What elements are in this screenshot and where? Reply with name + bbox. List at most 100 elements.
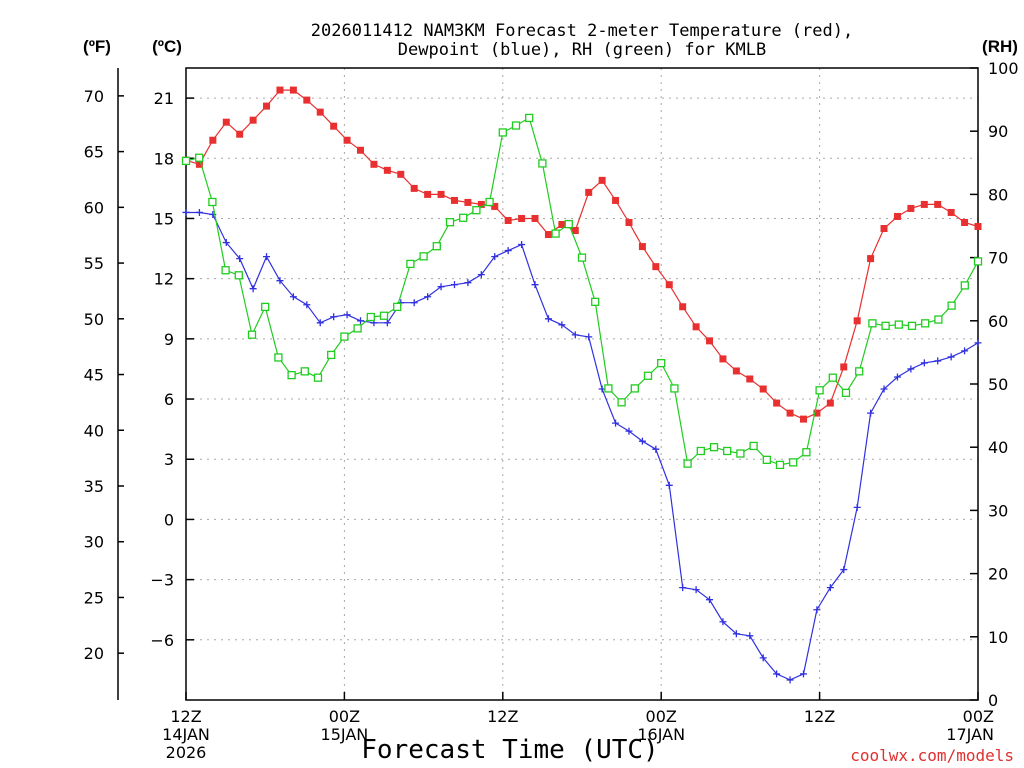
chart-title-line-2: Dewpoint (blue), RH (green) for KMLB bbox=[398, 40, 766, 60]
rh-line bbox=[185, 116, 979, 466]
dewpoint-point bbox=[249, 285, 257, 293]
dewpoint-point bbox=[303, 301, 311, 309]
rh-point bbox=[432, 242, 441, 251]
fahrenheit-unit-label: (ºF) bbox=[83, 37, 111, 56]
celsius-tick-label: 21 bbox=[154, 89, 174, 108]
temperature-point bbox=[786, 409, 794, 417]
rh-point bbox=[736, 449, 745, 458]
x-tick-label-time: 12Z bbox=[487, 707, 518, 726]
dewpoint-point bbox=[518, 241, 526, 249]
rh-point bbox=[459, 213, 468, 222]
celsius-tick-label: −6 bbox=[150, 631, 174, 650]
dewpoint-point bbox=[961, 347, 969, 355]
temperature-point bbox=[343, 136, 351, 144]
dewpoint-point bbox=[920, 359, 928, 367]
rh-point bbox=[379, 311, 389, 320]
dewpoint-point bbox=[195, 208, 203, 216]
rh-point bbox=[709, 443, 719, 452]
dewpoint-point bbox=[638, 437, 646, 445]
dewpoint-point bbox=[571, 331, 579, 339]
rh-point bbox=[907, 321, 917, 331]
dewpoint-point bbox=[343, 311, 351, 319]
rh-tick-label: 70 bbox=[988, 249, 1008, 268]
x-tick-label-date: 17JAN bbox=[946, 725, 994, 744]
temperature-point bbox=[893, 212, 901, 220]
grid-lines bbox=[186, 68, 978, 700]
temperature-point bbox=[195, 160, 203, 168]
rh-point bbox=[445, 218, 455, 227]
temperature-point bbox=[558, 220, 566, 228]
dewpoint-point bbox=[773, 670, 781, 678]
rh-point bbox=[261, 302, 270, 312]
rh-unit-label: (RH) bbox=[982, 37, 1018, 56]
dewpoint-point bbox=[706, 596, 714, 604]
rh-point bbox=[670, 384, 679, 393]
x-tick-label-year: 2026 bbox=[166, 743, 207, 762]
temperature-point bbox=[638, 243, 646, 251]
rh-point bbox=[868, 319, 877, 328]
temperature-point bbox=[853, 317, 861, 325]
rh-point bbox=[406, 259, 415, 269]
temperature-point bbox=[209, 136, 217, 144]
rh-point bbox=[287, 371, 296, 380]
rh-tick-label: 20 bbox=[988, 565, 1008, 584]
dewpoint-point bbox=[450, 281, 458, 289]
temperature-point bbox=[276, 86, 284, 94]
dewpoint-point bbox=[759, 654, 767, 662]
dewpoint-point bbox=[907, 365, 915, 373]
rh-tick-label: 60 bbox=[988, 312, 1008, 331]
temperature-point bbox=[222, 118, 230, 126]
dewpoint-point bbox=[786, 676, 794, 684]
rh-point bbox=[498, 128, 507, 137]
rh-point bbox=[393, 302, 402, 312]
rh-point bbox=[696, 446, 705, 456]
rh-point bbox=[881, 321, 890, 331]
temperature-point bbox=[477, 200, 485, 208]
temperature-point bbox=[236, 130, 244, 138]
rh-tick-label: 0 bbox=[988, 691, 998, 710]
dewpoint-point bbox=[357, 317, 365, 325]
dewpoint-point bbox=[893, 373, 901, 381]
dewpoint-point bbox=[947, 353, 955, 361]
temperature-point bbox=[974, 223, 982, 231]
dewpoint-point bbox=[813, 606, 821, 614]
dewpoint-point bbox=[330, 313, 338, 321]
temperature-point bbox=[920, 200, 928, 208]
rh-tick-label: 40 bbox=[988, 438, 1008, 457]
rh-point bbox=[657, 358, 666, 368]
x-tick-label-time: 12Z bbox=[804, 707, 835, 726]
rh-point bbox=[419, 252, 428, 261]
rh-point bbox=[960, 281, 969, 290]
fahrenheit-tick-label: 25 bbox=[84, 588, 104, 607]
rh-point bbox=[643, 371, 653, 380]
dewpoint-point bbox=[665, 481, 673, 489]
rh-point bbox=[511, 121, 521, 130]
x-tick-label-time: 00Z bbox=[963, 707, 994, 726]
fahrenheit-tick-label: 50 bbox=[84, 310, 104, 329]
rh-point bbox=[234, 271, 243, 280]
dewpoint-line bbox=[186, 211, 979, 681]
fahrenheit-tick-label: 65 bbox=[84, 143, 104, 162]
dewpoint-point bbox=[625, 427, 633, 435]
rh-point bbox=[841, 388, 851, 397]
dewpoint-point bbox=[558, 321, 566, 329]
fahrenheit-tick-label: 30 bbox=[84, 533, 104, 552]
rh-point bbox=[472, 206, 481, 215]
rh-point bbox=[538, 159, 547, 168]
rh-point bbox=[683, 459, 692, 468]
x-tick-label-time: 00Z bbox=[646, 707, 677, 726]
rh-point bbox=[577, 253, 587, 262]
dewpoint-point bbox=[263, 253, 271, 261]
temperature-point bbox=[907, 204, 915, 212]
temperature-point bbox=[826, 399, 834, 407]
rh-point bbox=[855, 367, 864, 376]
rh-point bbox=[604, 384, 613, 393]
rh-point bbox=[564, 219, 573, 229]
fahrenheit-tick-label: 40 bbox=[84, 421, 104, 440]
rh-point bbox=[749, 441, 758, 451]
temperature-point bbox=[491, 202, 499, 210]
rh-point bbox=[723, 446, 732, 456]
rh-point bbox=[973, 257, 983, 266]
temperature-point bbox=[612, 196, 620, 204]
